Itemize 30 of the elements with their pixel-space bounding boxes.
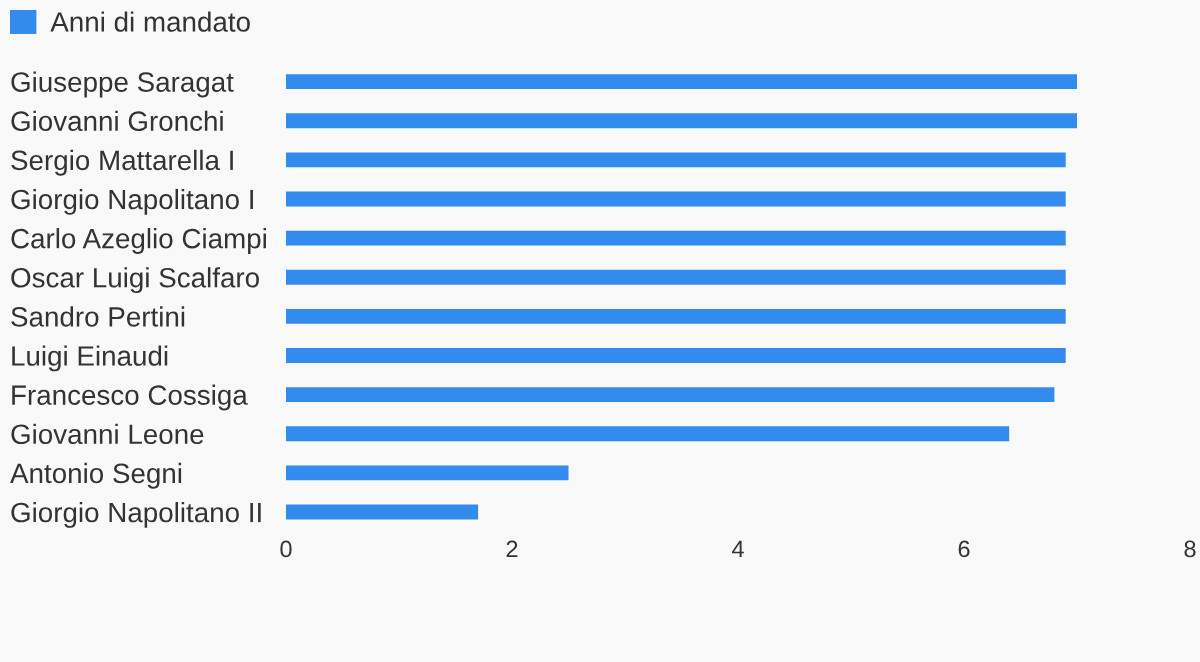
legend-label: Anni di mandato xyxy=(50,11,250,32)
y-tick-label: Francesco Cossiga xyxy=(12,384,248,411)
y-tick-label: Giorgio Napolitano II xyxy=(11,501,261,528)
bar xyxy=(286,152,1066,168)
y-tick-label: Antonio Segni xyxy=(10,462,182,489)
bar xyxy=(286,348,1066,363)
y-tick-label: Giorgio Napolitano I xyxy=(11,188,253,215)
y-tick-label: Giovanni Gronchi xyxy=(11,110,223,132)
y-tick-label: Giuseppe Saragat xyxy=(11,71,234,98)
y-tick-label: Carlo Azeglio Ciampi xyxy=(11,228,266,254)
bar xyxy=(286,269,1066,285)
x-tick-label: 2 xyxy=(506,540,518,558)
bar xyxy=(286,308,1066,324)
bar xyxy=(286,387,1055,403)
bar xyxy=(286,465,569,481)
x-tick-label: 4 xyxy=(731,540,744,558)
y-tick-label: Sergio Mattarella I xyxy=(11,149,233,176)
y-tick-label: Oscar Luigi Scalfaro xyxy=(11,267,259,294)
bar xyxy=(286,504,479,520)
x-tick-label: 6 xyxy=(958,540,970,558)
bar xyxy=(286,230,1066,246)
x-tick-label: 0 xyxy=(280,540,292,558)
bar xyxy=(286,426,1010,442)
bar xyxy=(286,113,1077,129)
bar xyxy=(286,191,1066,207)
y-tick-label: Luigi Einaudi xyxy=(12,345,168,372)
y-tick-label: Sandro Pertini xyxy=(11,306,185,327)
x-tick-label: 8 xyxy=(1184,540,1196,558)
bar xyxy=(286,74,1077,89)
y-tick-label: Giovanni Leone xyxy=(11,423,204,445)
